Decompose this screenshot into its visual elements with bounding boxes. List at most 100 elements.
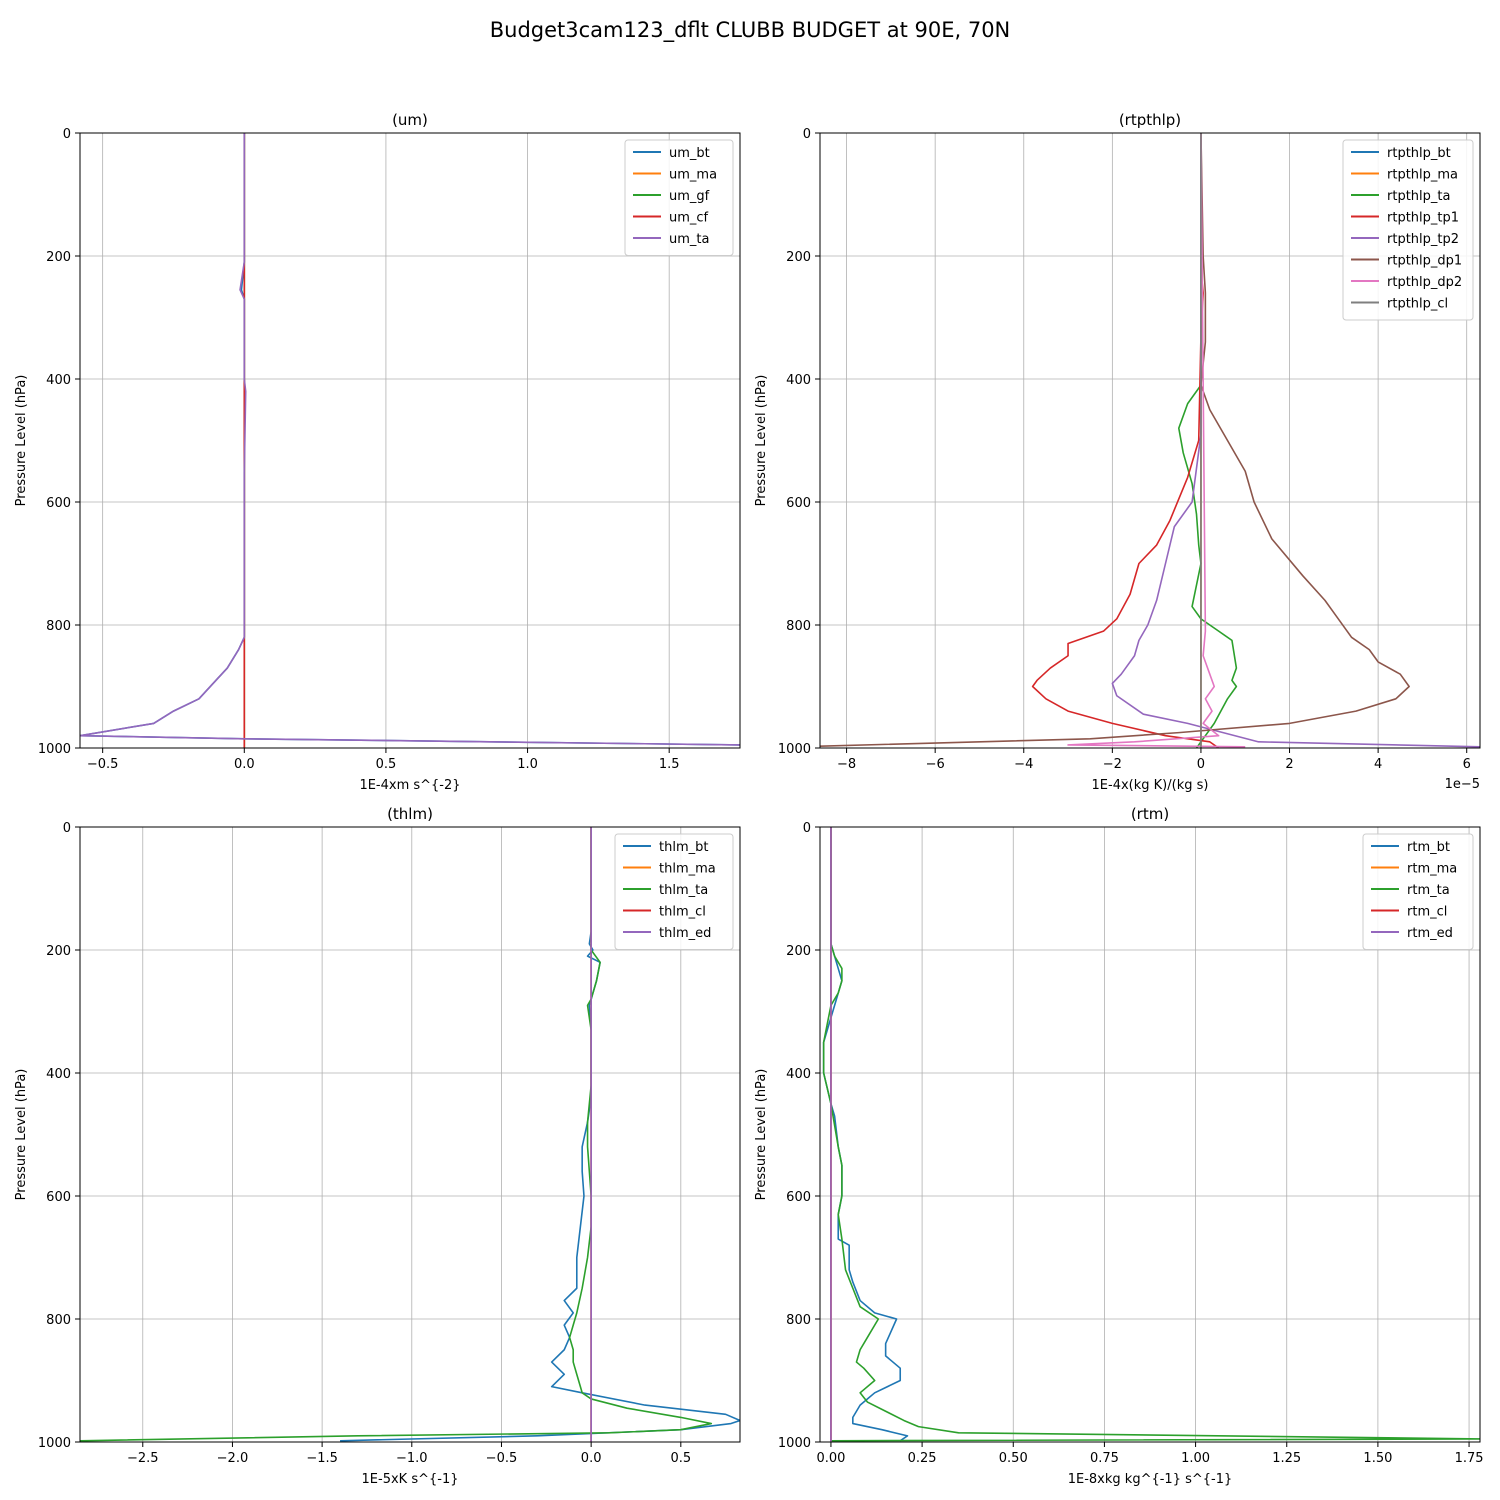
panel-title: (thlm): [387, 805, 433, 823]
legend-label-thlm_ed: thlm_ed: [659, 926, 711, 941]
legend-label-thlm_ma: thlm_ma: [659, 862, 716, 877]
series-group: [820, 133, 1480, 748]
legend-label-rtpthlp_tp2: rtpthlp_tp2: [1387, 232, 1459, 247]
y-tick-label: 1000: [778, 742, 811, 757]
legend: thlm_bt thlm_ma thlm_ta thlm_cl thlm_ed: [614, 833, 734, 950]
legend-label-rtpthlp_ma: rtpthlp_ma: [1387, 168, 1458, 183]
x-tick-label: 0.75: [1090, 1451, 1119, 1466]
y-tick-label: 800: [46, 619, 71, 634]
legend-box: [614, 833, 734, 950]
legend-label-rtm_ed: rtm_ed: [1407, 926, 1453, 941]
legend-label-rtm_ta: rtm_ta: [1407, 883, 1450, 898]
legend-label-rtpthlp_cl: rtpthlp_cl: [1387, 297, 1448, 312]
legend-box: [1342, 139, 1474, 321]
y-tick-label: 800: [786, 1313, 811, 1328]
legend: rtm_bt rtm_ma rtm_ta rtm_cl rtm_ed: [1362, 833, 1474, 950]
x-tick-label: −1.5: [306, 1451, 338, 1466]
axes-frame: [819, 132, 1481, 749]
y-tick-label: 800: [46, 1313, 71, 1328]
x-axis-label: 1E-8xkg kg^{-1} s^{-1}: [1068, 1472, 1233, 1487]
series-line-rtpthlp_ta: [1177, 133, 1238, 748]
x-axis-label: 1E-4x(kg K)/(kg s): [1092, 778, 1209, 793]
x-tick-label: 0.5: [376, 757, 397, 772]
panels: −0.5 0.0 0.5 1.0 1.5020040060080010001E-4xm …: [14, 111, 1484, 1487]
series-line-um_ta: [80, 133, 740, 746]
series-line-rtpthlp_tp2: [1111, 133, 1480, 748]
x-tick-label: 0.50: [999, 1451, 1028, 1466]
y-tick-label: 600: [786, 496, 811, 511]
x-tick-label: −2: [1103, 757, 1122, 772]
figure-title: Budget3cam123_dflt CLUBB BUDGET at 90E, …: [490, 18, 1011, 43]
x-tick-label: 0.0: [234, 757, 255, 772]
y-tick-label: 400: [786, 1067, 811, 1082]
legend-label-rtpthlp_ta: rtpthlp_ta: [1387, 189, 1450, 204]
y-tick-label: 1000: [778, 1436, 811, 1451]
panel-title: (um): [392, 111, 428, 129]
series-group: [80, 827, 740, 1442]
y-axis-label: Pressure Level (hPa): [754, 1069, 769, 1201]
series-line-rtpthlp_dp2: [1067, 133, 1246, 748]
y-axis-label: Pressure Level (hPa): [754, 375, 769, 507]
y-tick-label: 200: [786, 250, 811, 265]
panel-3: 0.00 0.25 0.50 0.75 1.00 1.25 1.50 1.75 0 200 400 6…: [754, 805, 1484, 1487]
legend-label-um_gf: um_gf: [669, 189, 710, 204]
x-tick-label: 1.25: [1272, 1451, 1301, 1466]
x-tick-label: −0.5: [87, 757, 119, 772]
y-tick-label: 400: [46, 1067, 71, 1082]
x-tick-label: −4: [1014, 757, 1033, 772]
y-axis-label: Pressure Level (hPa): [14, 375, 29, 507]
x-tick-label: −1.0: [396, 1451, 428, 1466]
x-tick-label: 4: [1374, 757, 1382, 772]
legend-label-thlm_ta: thlm_ta: [659, 883, 708, 898]
series-line-rtm_bt: [822, 827, 909, 1442]
x-tick-label: 6: [1463, 757, 1471, 772]
legend-label-um_bt: um_bt: [669, 146, 710, 161]
y-tick-label: 400: [46, 373, 71, 388]
x-tick-label: −0.5: [486, 1451, 518, 1466]
series-line-rtpthlp_tp1: [1031, 268, 1220, 748]
series-line-rtm_ta: [822, 827, 1480, 1442]
x-tick-label: 1.5: [659, 757, 680, 772]
x-tick-label: −2.5: [127, 1451, 159, 1466]
axes-frame: [79, 826, 741, 1443]
legend-label-rtm_ma: rtm_ma: [1407, 862, 1457, 877]
legend-label-rtm_bt: rtm_bt: [1407, 840, 1450, 855]
legend-label-thlm_cl: thlm_cl: [659, 905, 706, 920]
y-tick-label: 600: [46, 1190, 71, 1205]
legend-label-um_cf: um_cf: [669, 211, 709, 226]
legend-label-rtpthlp_tp1: rtpthlp_tp1: [1387, 211, 1459, 226]
x-tick-label: 2: [1285, 757, 1293, 772]
series-group: [822, 827, 1480, 1442]
legend-label-um_ta: um_ta: [669, 232, 709, 247]
legend: um_bt um_ma um_gf um_cf um_ta: [624, 139, 734, 256]
y-tick-label: 600: [46, 496, 71, 511]
legend-box: [624, 139, 734, 256]
x-tick-label: 0.00: [816, 1451, 845, 1466]
y-tick-label: 600: [786, 1190, 811, 1205]
legend: rtpthlp_bt rtpthlp_ma rtpthlp_ta rtpthlp_tp…: [1342, 139, 1474, 321]
panel-2: −2.5 −2.0 −1.5 −1.0 −0.5 0.0 0.5 0 200 400 600 800 1…: [14, 805, 741, 1487]
x-tick-label: 1.75: [1455, 1451, 1484, 1466]
legend-label-rtm_cl: rtm_cl: [1407, 905, 1447, 920]
legend-label-rtpthlp_dp2: rtpthlp_dp2: [1387, 275, 1462, 290]
panel-title: (rtpthlp): [1119, 111, 1181, 129]
x-tick-label: 1.00: [1181, 1451, 1210, 1466]
x-tick-label: 1.0: [517, 757, 538, 772]
x-tick-label: 0: [1197, 757, 1205, 772]
y-tick-label: 200: [786, 944, 811, 959]
x-axis-label: 1E-5xK s^{-1}: [362, 1472, 459, 1487]
x-tick-label: −2.0: [217, 1451, 249, 1466]
x-tick-label: −6: [926, 757, 945, 772]
legend-box: [1362, 833, 1474, 950]
y-axis-label: Pressure Level (hPa): [14, 1069, 29, 1201]
legend-label-rtpthlp_bt: rtpthlp_bt: [1387, 146, 1451, 161]
x-axis-label: 1E-4xm s^{-2}: [359, 778, 460, 793]
axes-frame: [819, 826, 1481, 1443]
series-group: [80, 133, 740, 748]
y-tick-label: 0: [63, 127, 71, 142]
series-line-thlm_ta: [80, 827, 713, 1442]
panel-1: −8 −6 −4 −2 0 2 4 6 0 200 400 600 800 1000 1E-4x(kg K)…: [754, 111, 1481, 793]
y-tick-label: 0: [803, 127, 811, 142]
y-tick-label: 1000: [38, 1436, 71, 1451]
